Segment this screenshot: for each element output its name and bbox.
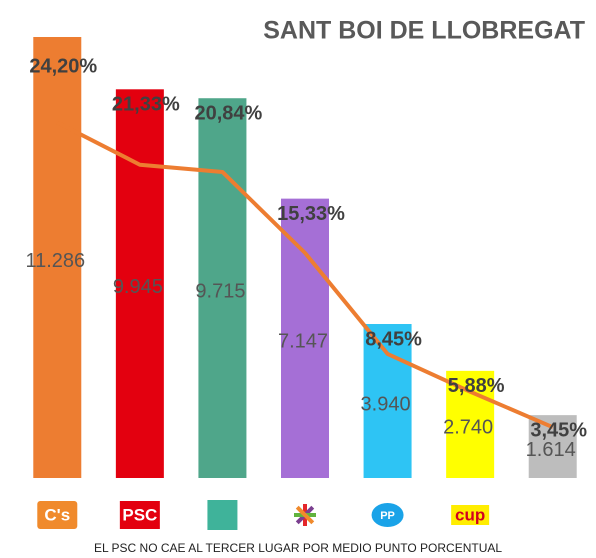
vote-label: 11.286 <box>25 250 85 272</box>
percent-label: 24,20% <box>29 55 97 77</box>
vote-label: 7.147 <box>278 331 328 353</box>
logo <box>207 500 238 530</box>
bar <box>33 37 82 478</box>
vote-label: 2.740 <box>443 417 493 439</box>
percent-label: 3,45% <box>530 419 587 441</box>
x-tick-label: PP <box>380 510 395 522</box>
percent-label: 5,88% <box>448 375 505 397</box>
trend-line <box>56 120 554 429</box>
vote-label: 9.715 <box>195 280 245 302</box>
percent-label: 20,84% <box>195 103 263 125</box>
logo <box>371 503 404 527</box>
logo <box>451 505 490 525</box>
chart-title: SANT BOI DE LLOBREGAT <box>263 17 585 45</box>
logo-star <box>295 505 315 525</box>
bar <box>281 198 329 478</box>
percent-label: 21,33% <box>112 94 180 116</box>
bar <box>115 89 164 478</box>
logo <box>37 501 78 529</box>
bar <box>198 98 247 479</box>
percent-label: 15,33% <box>277 203 345 225</box>
bar <box>363 324 412 478</box>
vote-label: 9.945 <box>113 276 163 298</box>
percent-label: 8,45% <box>365 328 422 350</box>
caption: EL PSC NO CAE AL TERCER LUGAR POR MEDIO … <box>94 541 502 555</box>
x-tick-label: C's <box>44 505 70 524</box>
logo <box>119 501 160 529</box>
vote-label: 1.614 <box>526 439 576 461</box>
vote-label: 3.940 <box>361 393 411 415</box>
x-tick-label: PSC <box>122 505 157 524</box>
x-tick-label: cup <box>455 505 485 524</box>
bar <box>446 370 495 478</box>
